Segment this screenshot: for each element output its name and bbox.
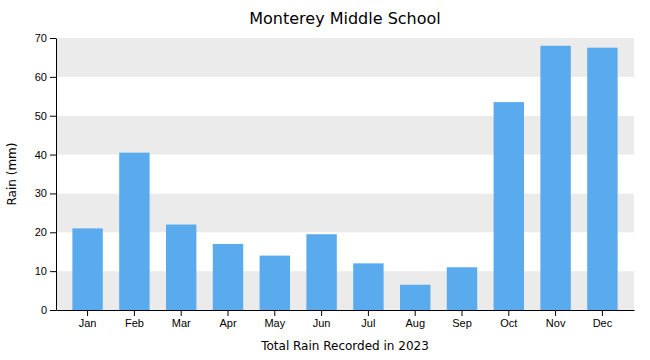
x-tick: Jan (79, 310, 97, 329)
y-tick: 70 (35, 32, 56, 44)
x-tick-mark (602, 310, 603, 316)
x-tick-mark (227, 310, 228, 316)
bar (447, 267, 477, 310)
y-tick-mark (50, 155, 56, 156)
x-tick-mark (415, 310, 416, 316)
bar (400, 285, 430, 310)
bar (540, 46, 570, 310)
x-tick: Oct (500, 310, 517, 329)
x-axis-title: Total Rain Recorded in 2023 (260, 339, 429, 353)
bar (260, 256, 290, 310)
bar (587, 48, 617, 310)
bars (72, 46, 617, 310)
x-axis-line (57, 310, 635, 311)
x-tick: May (264, 310, 285, 329)
x-tick-mark (87, 310, 88, 316)
y-tick-mark (50, 38, 56, 39)
y-tick-label: 0 (41, 304, 47, 316)
x-tick-label: Nov (546, 317, 566, 329)
y-tick: 30 (35, 187, 56, 199)
y-tick-mark (50, 310, 56, 311)
x-tick-label: Mar (172, 317, 191, 329)
y-tick-mark (50, 232, 56, 233)
x-tick-mark (134, 310, 135, 316)
y-tick: 10 (35, 265, 56, 277)
x-tick-label: May (264, 317, 285, 329)
bar (306, 234, 336, 310)
grid (56, 38, 634, 310)
x-tick: Sep (452, 310, 472, 329)
y-tick-label: 20 (35, 226, 47, 238)
x-tick-label: Jun (313, 317, 331, 329)
x-axis: Jan Feb Mar Apr May Jun Jul Aug Sep Oct Nov Dec (57, 310, 635, 329)
x-tick-mark (321, 310, 322, 316)
y-tick-label: 60 (35, 71, 47, 83)
y-tick-label: 50 (35, 110, 47, 122)
x-tick-label: Jul (361, 317, 375, 329)
y-tick: 40 (35, 149, 56, 161)
x-tick-label: Sep (452, 317, 472, 329)
x-tick-mark (462, 310, 463, 316)
x-tick: Apr (219, 310, 236, 329)
x-tick-mark (181, 310, 182, 316)
y-axis-line (56, 39, 57, 311)
y-tick-mark (50, 116, 56, 117)
y-tick: 50 (35, 110, 56, 122)
y-tick-mark (50, 193, 56, 194)
x-tick-label: Dec (593, 317, 613, 329)
y-axis: 0 10 20 30 40 50 60 70 (35, 32, 57, 316)
x-tick-label: Apr (219, 317, 236, 329)
y-tick: 0 (41, 304, 56, 316)
plot: Jan Feb Mar Apr May Jun Jul Aug Sep Oct Nov Dec 0 10 2… (35, 32, 635, 329)
x-tick-mark (368, 310, 369, 316)
x-tick-label: Jan (79, 317, 97, 329)
y-tick-label: 30 (35, 187, 47, 199)
bar (166, 225, 196, 310)
x-tick-label: Feb (125, 317, 144, 329)
x-tick: Nov (546, 310, 566, 329)
y-axis-title: Rain (mm) (5, 143, 19, 206)
x-tick-label: Aug (405, 317, 425, 329)
y-tick-label: 10 (35, 265, 47, 277)
y-tick-mark (50, 77, 56, 78)
bar (353, 263, 383, 310)
x-tick: Aug (405, 310, 425, 329)
x-tick-mark (274, 310, 275, 316)
y-tick-label: 40 (35, 149, 47, 161)
y-tick: 20 (35, 226, 56, 238)
x-tick-mark (508, 310, 509, 316)
y-tick: 60 (35, 71, 56, 83)
bar (119, 153, 149, 310)
chart: Jan Feb Mar Apr May Jun Jul Aug Sep Oct Nov Dec 0 10 2… (0, 0, 650, 360)
bar (213, 244, 243, 310)
x-tick: Jun (313, 310, 331, 329)
x-tick-label: Oct (500, 317, 517, 329)
x-tick: Mar (172, 310, 191, 329)
x-tick: Feb (125, 310, 144, 329)
y-tick-mark (50, 271, 56, 272)
x-tick: Jul (361, 310, 375, 329)
bar (494, 102, 524, 310)
bar (72, 228, 102, 310)
title: Monterey Middle School (249, 9, 441, 28)
y-tick-label: 70 (35, 32, 47, 44)
x-tick-mark (555, 310, 556, 316)
x-tick: Dec (593, 310, 613, 329)
